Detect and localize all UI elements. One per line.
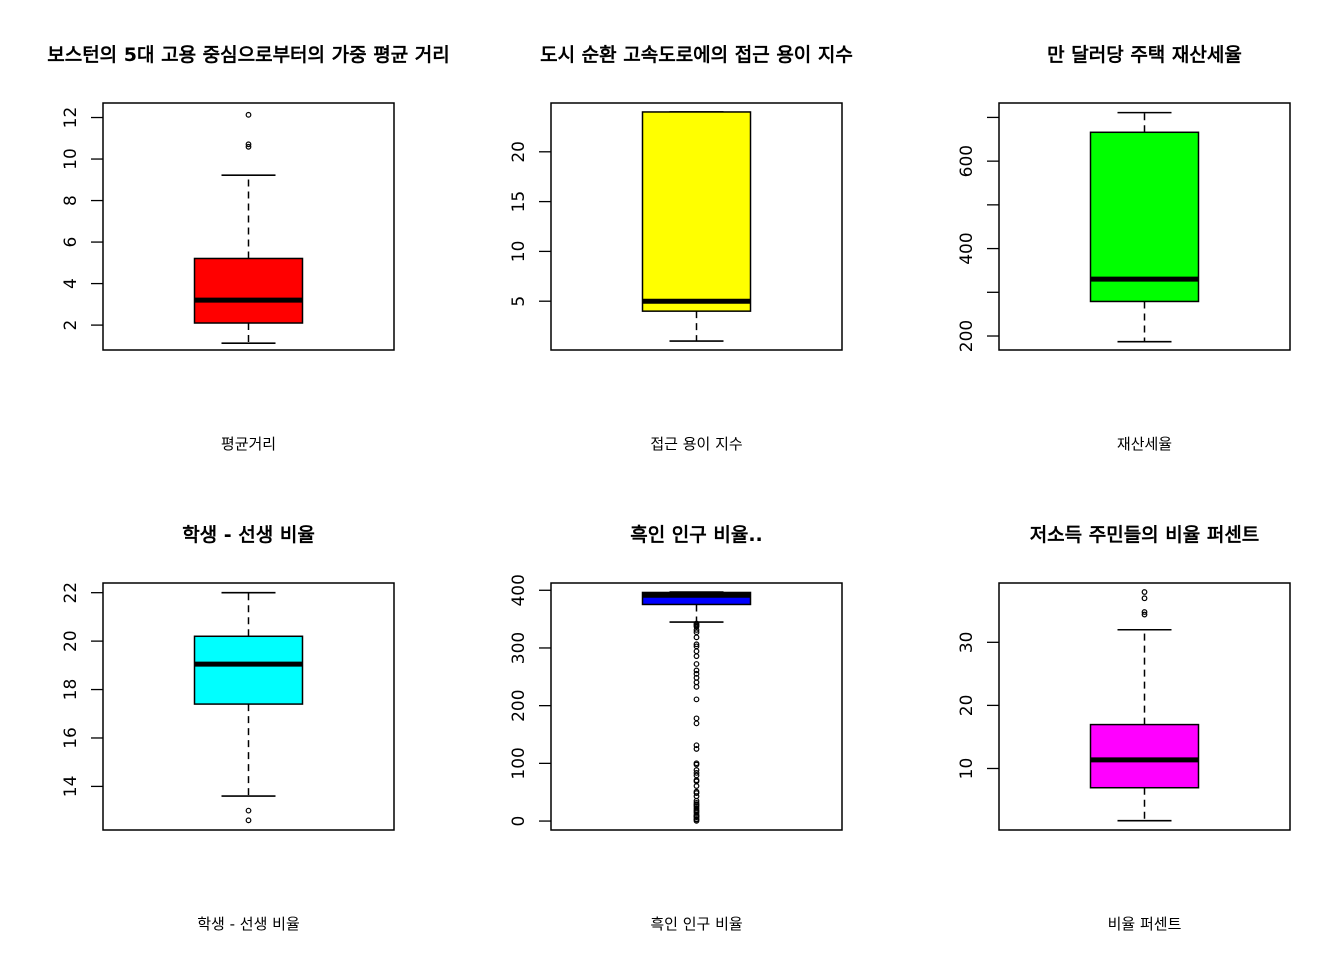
y-tick-label: 4: [61, 278, 81, 289]
y-tick-label: 12: [61, 107, 81, 129]
outlier-point: [693, 742, 700, 749]
y-tick-label: 2: [61, 320, 81, 331]
chart-title: 보스턴의 5대 고용 중심으로부터의 가중 평균 거리: [47, 44, 450, 66]
outlier-point: [693, 769, 700, 776]
outlier-point: [693, 674, 700, 681]
outlier-point: [1141, 609, 1148, 615]
y-tick-label: 14: [61, 776, 81, 798]
y-tick-label: 10: [957, 758, 977, 780]
iqr-box: [193, 257, 304, 324]
outlier-point: [693, 620, 700, 627]
y-tick-label: 20: [61, 630, 81, 652]
outlier-point: [693, 667, 700, 674]
y-tick-label: 600: [957, 145, 977, 177]
y-tick-label: 400: [957, 232, 977, 264]
outlier-point: [693, 760, 700, 767]
outlier-point: [693, 696, 700, 703]
y-tick-label: 10: [61, 148, 81, 170]
outlier-point: [1141, 589, 1148, 595]
outlier-point: [245, 817, 252, 824]
y-tick-label: 5: [509, 296, 529, 307]
y-tick-label: 22: [61, 582, 81, 604]
outlier-point: [693, 767, 700, 774]
outlier-point: [693, 720, 700, 727]
outlier-point: [693, 629, 700, 636]
y-tick-label: 18: [61, 679, 81, 701]
plot-frame: [998, 102, 1291, 351]
chart-title: 만 달러당 주택 재산세율: [1047, 44, 1242, 66]
y-tick-label: 20: [957, 695, 977, 717]
y-tick-label: 30: [957, 631, 977, 653]
iqr-box: [193, 635, 304, 705]
chart-title: 학생 - 선생 비율: [182, 524, 315, 546]
outlier-point: [693, 661, 700, 667]
y-tick-label: 300: [509, 632, 529, 664]
outlier-point: [245, 143, 252, 150]
y-tick-label: 200: [509, 689, 529, 721]
outlier-point: [1141, 611, 1148, 618]
x-axis-label: 평균거리: [221, 435, 276, 453]
outlier-point: [1141, 595, 1148, 602]
iqr-box: [1089, 131, 1200, 303]
outlier-point: [693, 643, 700, 650]
y-tick-label: 400: [509, 574, 529, 606]
plot-frame: [550, 582, 843, 831]
outlier-point: [693, 788, 700, 795]
outlier-point: [245, 807, 252, 814]
y-tick-label: 100: [509, 747, 529, 779]
iqr-box: [1089, 723, 1200, 789]
x-axis-label: 학생 - 선생 비율: [197, 915, 300, 933]
iqr-box: [641, 111, 752, 312]
y-tick-label: 20: [509, 141, 529, 163]
y-tick-label: 6: [61, 237, 81, 248]
plot-frame: [102, 582, 395, 831]
outlier-point: [693, 634, 700, 641]
outlier-point: [693, 799, 700, 806]
outlier-point: [693, 772, 700, 779]
outlier-point: [693, 746, 700, 752]
outlier-point: [693, 715, 700, 722]
boxplot-panel-5: 흑인 인구 비율.. 흑인 인구 비율 0 100 200 300 400: [509, 523, 843, 933]
plot-frame: [998, 582, 1291, 831]
outlier-point: [245, 141, 252, 148]
y-tick-label: 200: [957, 320, 977, 352]
x-axis-label: 비율 퍼센트: [1108, 915, 1182, 933]
outlier-point: [693, 783, 700, 789]
outlier-point: [693, 648, 700, 655]
chart-title: 저소득 주민들의 비율 퍼센트: [1030, 524, 1260, 546]
chart-title: 흑인 인구 비율..: [630, 523, 763, 546]
plot-frame: [102, 102, 395, 351]
x-axis-label: 흑인 인구 비율: [650, 915, 742, 933]
outlier-point: [245, 111, 252, 118]
x-axis-label: 접근 용이 지수: [650, 435, 742, 453]
y-tick-label: 8: [61, 195, 81, 206]
y-tick-label: 16: [61, 727, 81, 749]
x-axis-label: 재산세율: [1117, 435, 1172, 453]
y-tick-label: 15: [509, 191, 529, 213]
outlier-point: [693, 641, 700, 648]
y-tick-label: 0: [509, 816, 529, 827]
outlier-point: [693, 653, 700, 660]
plot-frame: [550, 102, 843, 351]
y-tick-label: 10: [509, 241, 529, 263]
chart-title: 도시 순환 고속도로에의 접근 용이 지수: [540, 44, 853, 66]
outlier-point: [693, 670, 700, 677]
outlier-point: [693, 683, 700, 690]
